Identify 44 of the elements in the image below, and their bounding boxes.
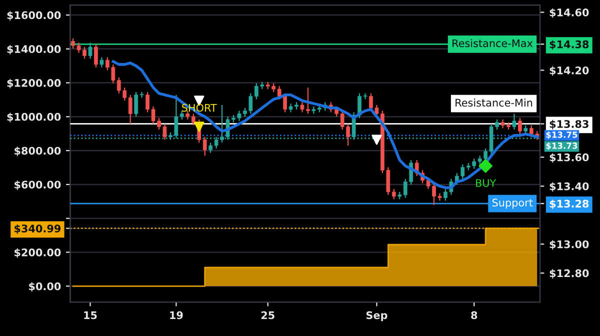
candlestick xyxy=(518,118,522,135)
candlestick xyxy=(512,113,516,130)
x-tick-label: Sep xyxy=(366,311,388,322)
y-tick-label: $13.83 xyxy=(550,120,588,130)
candlestick xyxy=(392,188,396,200)
candlestick xyxy=(71,38,75,50)
point xyxy=(478,158,492,173)
x-tick-label: 8 xyxy=(471,311,478,320)
y-tick-label: $12.80 xyxy=(550,269,589,279)
ref-line-label: Resistance-Min xyxy=(456,98,532,107)
y-tick-label: $13.40 xyxy=(550,182,589,192)
y2-tick-label: $340.99 xyxy=(14,224,61,234)
y2-tick-label: $1400.00 xyxy=(7,44,61,54)
candlestick xyxy=(134,91,138,118)
y-tick-label: $13.00 xyxy=(550,240,589,250)
ref-line-label: $13.73 xyxy=(546,142,578,150)
y2-tick-label: $1600.00 xyxy=(7,11,61,21)
y2-tick-label: $600.00 xyxy=(14,180,61,190)
candlestick xyxy=(208,142,212,154)
y-tick-label: $14.20 xyxy=(550,66,589,76)
y2-tick-label: $1200.00 xyxy=(7,78,61,88)
candlestick xyxy=(94,44,98,68)
y-tick-label: $14.38 xyxy=(550,40,589,50)
y2-tick-label: $0.00 xyxy=(29,282,61,292)
annotation: BUY xyxy=(476,179,496,187)
point xyxy=(194,122,204,132)
ref-line-label: Resistance-Max xyxy=(452,39,533,48)
candlestick xyxy=(191,113,196,126)
x-tick-label: 25 xyxy=(261,311,274,320)
ref-line-label: $13.75 xyxy=(546,131,578,139)
x-tick-label: 15 xyxy=(84,311,97,320)
ref-line-label: Support xyxy=(492,198,533,209)
y-tick-label: $13.60 xyxy=(550,153,589,163)
x-tick-label: 19 xyxy=(170,311,183,320)
y2-tick-label: $800.00 xyxy=(14,146,61,156)
candlestick xyxy=(128,94,132,124)
candlestick xyxy=(88,42,92,60)
y2-tick-label: $200.00 xyxy=(14,248,61,258)
y-tick-label: $13.28 xyxy=(550,200,589,210)
y2-tick-label: $1000.00 xyxy=(7,112,61,122)
candlestick xyxy=(202,136,207,156)
candlestick xyxy=(100,56,104,68)
y-tick-label: $14.60 xyxy=(550,8,589,18)
point xyxy=(372,134,382,145)
